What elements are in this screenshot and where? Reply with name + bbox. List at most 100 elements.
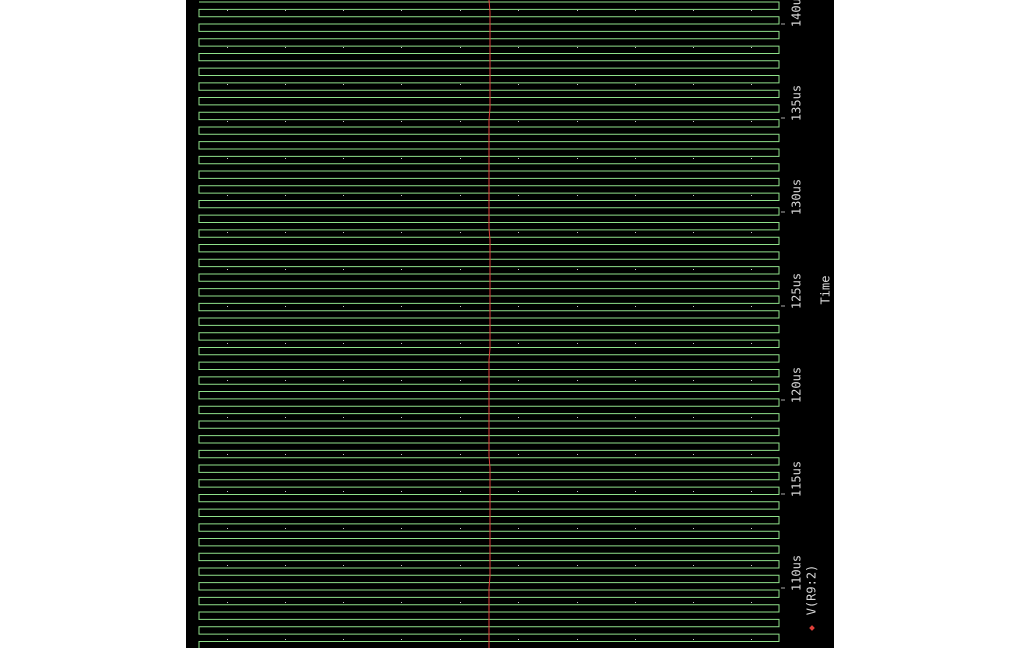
grid-dot: [577, 269, 578, 270]
grid-dot: [751, 195, 752, 196]
grid-dot: [227, 565, 228, 566]
grid-dot: [401, 491, 402, 492]
grid-dot: [285, 565, 286, 566]
grid-dot: [635, 639, 636, 640]
grid-dot: [518, 10, 519, 11]
legend-marker: [809, 625, 815, 631]
grid-dot: [285, 121, 286, 122]
grid-dot: [518, 232, 519, 233]
grid-dot: [751, 343, 752, 344]
grid-dot: [343, 269, 344, 270]
grid-dot: [518, 565, 519, 566]
grid-dot: [693, 232, 694, 233]
grid-dot: [693, 10, 694, 11]
grid-dot: [285, 528, 286, 529]
grid-dot: [693, 528, 694, 529]
grid-dot: [635, 380, 636, 381]
grid-dot: [227, 343, 228, 344]
grid-dot: [518, 84, 519, 85]
plot-background: [186, 0, 834, 648]
tick-label: 140us: [790, 0, 804, 27]
waveform-path: [198, 1, 780, 648]
grid-dot: [460, 306, 461, 307]
grid-dot: [693, 269, 694, 270]
tick-label: 120us: [790, 367, 804, 403]
grid-dot: [401, 380, 402, 381]
grid-dot: [518, 306, 519, 307]
grid-dot: [401, 232, 402, 233]
grid-dot: [460, 269, 461, 270]
grid-dot: [577, 639, 578, 640]
grid-dot: [635, 454, 636, 455]
grid-dot: [518, 528, 519, 529]
grid-dot: [635, 602, 636, 603]
grid-dot: [577, 121, 578, 122]
grid-dot: [751, 602, 752, 603]
tick-label: 115us: [790, 461, 804, 497]
grid-dot: [577, 491, 578, 492]
grid-dot: [577, 343, 578, 344]
grid-dot: [751, 639, 752, 640]
grid-dot: [460, 121, 461, 122]
grid-dot: [577, 10, 578, 11]
grid-dot: [343, 565, 344, 566]
grid-dot: [227, 195, 228, 196]
grid-dot: [343, 10, 344, 11]
grid-dot: [460, 528, 461, 529]
grid-dot: [343, 491, 344, 492]
grid-dot: [693, 84, 694, 85]
grid-dot: [401, 565, 402, 566]
grid-dot: [751, 47, 752, 48]
grid-dot: [635, 491, 636, 492]
grid-dot: [460, 417, 461, 418]
grid-dot: [343, 528, 344, 529]
grid-dots: [227, 10, 752, 640]
grid-dot: [285, 454, 286, 455]
grid-dot: [401, 639, 402, 640]
grid-dot: [635, 232, 636, 233]
grid-dot: [751, 491, 752, 492]
grid-dot: [401, 454, 402, 455]
grid-dot: [635, 269, 636, 270]
grid-dot: [635, 306, 636, 307]
grid-dot: [460, 454, 461, 455]
grid-dot: [285, 269, 286, 270]
grid-dot: [751, 417, 752, 418]
grid-dot: [460, 158, 461, 159]
grid-dot: [518, 380, 519, 381]
time-axis: 110us 115us 120us 125us 130us 135us 140us: [781, 0, 804, 591]
grid-dot: [635, 10, 636, 11]
grid-dot: [693, 195, 694, 196]
grid-dot: [693, 343, 694, 344]
grid-dot: [285, 47, 286, 48]
grid-dot: [577, 380, 578, 381]
grid-dot: [577, 565, 578, 566]
grid-dot: [693, 491, 694, 492]
grid-dot: [751, 121, 752, 122]
grid-dot: [635, 343, 636, 344]
grid-dot: [343, 232, 344, 233]
grid-dot: [227, 639, 228, 640]
grid-dot: [460, 343, 461, 344]
grid-dot: [343, 195, 344, 196]
grid-dot: [401, 602, 402, 603]
grid-dot: [401, 121, 402, 122]
grid-dot: [227, 306, 228, 307]
grid-dot: [577, 454, 578, 455]
grid-dot: [227, 232, 228, 233]
grid-dot: [401, 10, 402, 11]
grid-dot: [343, 417, 344, 418]
grid-dot: [693, 417, 694, 418]
grid-dot: [343, 639, 344, 640]
tick-label: 130us: [790, 179, 804, 215]
grid-dot: [343, 602, 344, 603]
tick-label: 135us: [790, 85, 804, 121]
grid-dot: [693, 565, 694, 566]
grid-dot: [285, 639, 286, 640]
grid-dot: [518, 491, 519, 492]
grid-dot: [401, 306, 402, 307]
grid-dot: [460, 232, 461, 233]
grid-dot: [227, 269, 228, 270]
